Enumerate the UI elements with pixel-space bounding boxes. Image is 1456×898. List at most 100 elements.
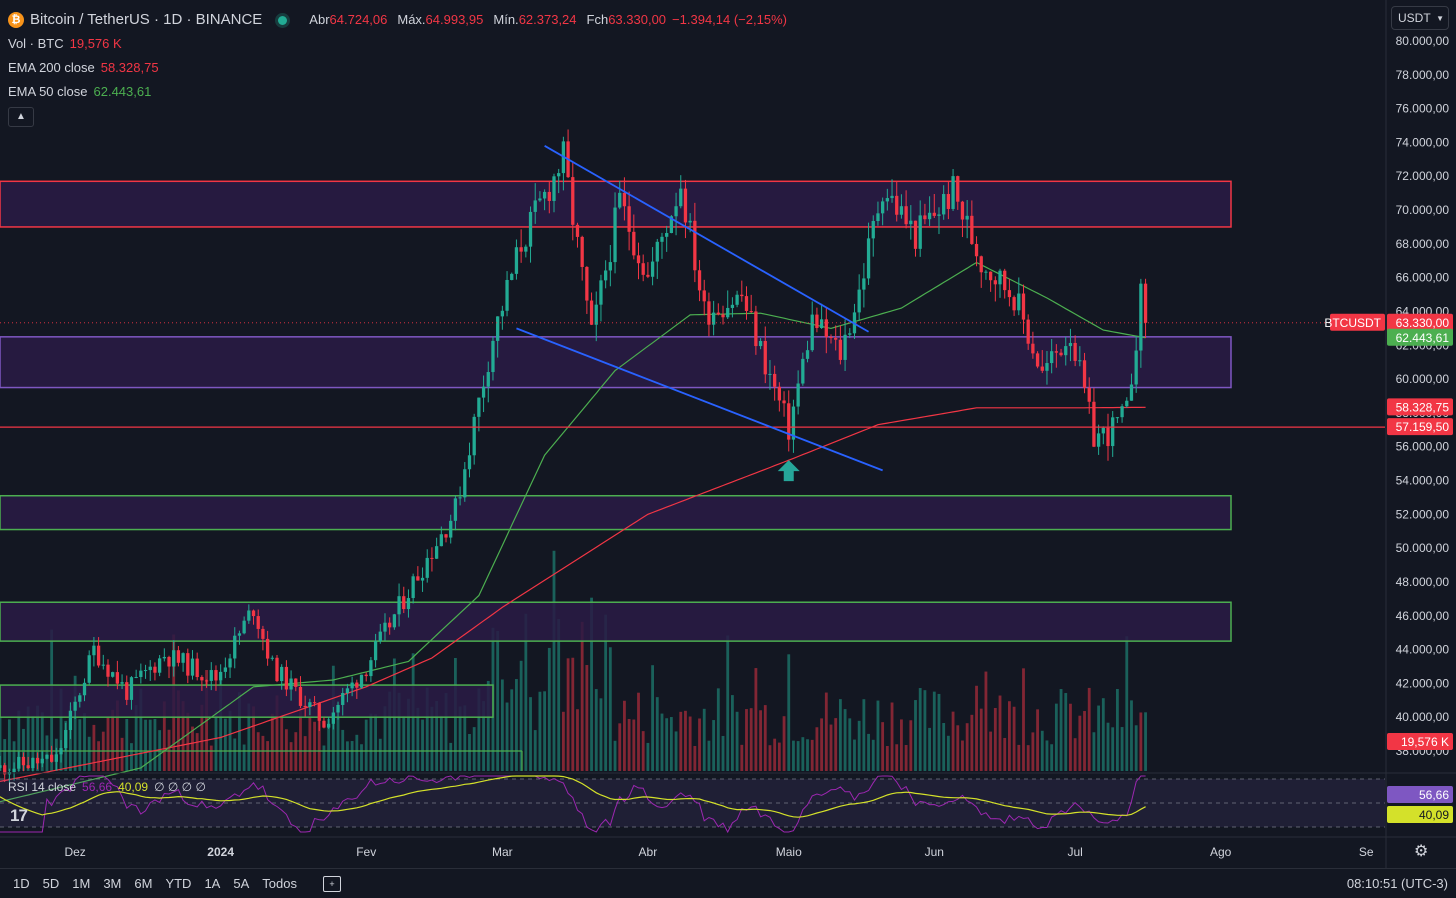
volume-bar bbox=[1111, 727, 1115, 771]
candle-body bbox=[984, 271, 988, 273]
volume-bar bbox=[951, 711, 955, 771]
rsi-legend[interactable]: RSI 14 close 56,66 40,09 ∅ ∅ ∅ ∅ bbox=[8, 780, 206, 794]
volume-bar bbox=[1115, 689, 1119, 771]
time-tick-label: 2024 bbox=[207, 845, 234, 859]
candle-body bbox=[148, 666, 152, 671]
low-label: Mín. bbox=[493, 12, 519, 27]
range-5d[interactable]: 5D bbox=[42, 876, 60, 891]
support-tag: 57.159,50 bbox=[1396, 420, 1450, 434]
range-5a[interactable]: 5A bbox=[233, 876, 250, 891]
volume-bar bbox=[162, 701, 166, 771]
symbol-tag: BTCUSDT bbox=[1324, 316, 1381, 330]
date-range-icon[interactable]: + bbox=[322, 875, 341, 892]
volume-legend[interactable]: Vol · BTC 19,576 K bbox=[8, 32, 787, 56]
candle-body bbox=[716, 312, 720, 315]
candle-body bbox=[838, 339, 843, 360]
ema50-legend[interactable]: EMA 50 close 62.443,61 bbox=[8, 80, 787, 104]
candle-body bbox=[514, 247, 519, 274]
candle-body bbox=[1064, 346, 1068, 356]
candle-body bbox=[181, 653, 185, 663]
candle-body bbox=[932, 212, 936, 216]
currency-selector[interactable]: USDT ▼ bbox=[1391, 6, 1449, 30]
volume-bar bbox=[252, 706, 255, 771]
candle-body bbox=[129, 677, 134, 700]
candle-body bbox=[1078, 360, 1082, 362]
volume-bar bbox=[857, 720, 861, 771]
clock[interactable]: 08:10:51 (UTC-3) bbox=[1346, 876, 1448, 891]
volume-bars bbox=[0, 550, 1147, 771]
volume-bar bbox=[543, 691, 547, 771]
range-1m[interactable]: 1M bbox=[72, 876, 91, 891]
volume-bar bbox=[768, 745, 772, 771]
volume-bar bbox=[1022, 668, 1025, 771]
range-todos[interactable]: Todos bbox=[262, 876, 297, 891]
volume-bar bbox=[843, 709, 847, 771]
candle-body bbox=[1101, 427, 1105, 434]
volume-bar bbox=[1026, 745, 1030, 771]
volume-bar bbox=[1017, 744, 1021, 771]
range-1a[interactable]: 1A bbox=[204, 876, 221, 891]
candle-body bbox=[524, 246, 528, 252]
candle-body bbox=[275, 657, 279, 682]
tradingview-logo[interactable]: 17 bbox=[10, 806, 28, 825]
candle-body bbox=[819, 319, 824, 329]
close-label: Fch bbox=[586, 12, 609, 27]
candle-body bbox=[547, 191, 551, 201]
candle-body bbox=[96, 645, 101, 666]
candle-body bbox=[805, 350, 810, 359]
candle-body bbox=[477, 397, 481, 417]
volume-bar bbox=[12, 741, 16, 771]
range-ytd[interactable]: YTD bbox=[165, 876, 192, 891]
volume-bar bbox=[458, 706, 462, 771]
range-3m[interactable]: 3M bbox=[103, 876, 122, 891]
volume-bar bbox=[890, 702, 894, 771]
candle-body bbox=[585, 266, 589, 301]
candle-body bbox=[782, 400, 786, 404]
candle-body bbox=[430, 557, 434, 559]
volume-bar bbox=[646, 742, 650, 771]
price-tick-label: 52.000,00 bbox=[1396, 507, 1450, 521]
candle-body bbox=[265, 638, 270, 659]
volume-bar bbox=[482, 701, 485, 771]
symbol-title[interactable]: Bitcoin / TetherUS · 1D · BINANCE bbox=[30, 11, 263, 28]
candle-body bbox=[951, 176, 955, 209]
volume-bar bbox=[463, 705, 467, 771]
volume-bar bbox=[1073, 738, 1077, 771]
price-chart[interactable]: 80.000,00 78.000,00 76.000,00 74.000,00 72.0… bbox=[0, 0, 1456, 868]
volume-bar bbox=[1007, 701, 1011, 771]
range-1d[interactable]: 1D bbox=[13, 876, 30, 891]
candle-body bbox=[937, 214, 941, 216]
candle-body bbox=[580, 236, 584, 267]
volume-bar bbox=[383, 706, 387, 771]
volume-bar bbox=[561, 711, 565, 771]
volume-bar bbox=[618, 723, 622, 771]
candle-body bbox=[294, 678, 298, 687]
range-6m[interactable]: 6M bbox=[134, 876, 153, 891]
volume-bar bbox=[120, 737, 124, 771]
candle-body bbox=[613, 207, 617, 263]
volume-bar bbox=[369, 713, 373, 771]
volume-bar bbox=[1031, 732, 1035, 771]
candle-body bbox=[721, 314, 725, 318]
candle-body bbox=[200, 677, 204, 681]
time-tick-label: Maio bbox=[776, 845, 802, 859]
collapse-legend-button[interactable]: ▲ bbox=[8, 107, 34, 127]
candle-body bbox=[810, 314, 814, 351]
candles bbox=[0, 129, 1148, 783]
candle-body bbox=[45, 754, 49, 759]
volume-bar bbox=[829, 724, 833, 771]
candle-body bbox=[289, 678, 293, 690]
candle-body bbox=[355, 682, 359, 688]
volume-bar bbox=[0, 716, 2, 771]
volume-bar bbox=[787, 654, 791, 771]
settings-gear-icon[interactable]: ⚙ bbox=[1414, 843, 1429, 860]
volume-bar bbox=[806, 739, 809, 771]
volume-bar bbox=[1045, 740, 1049, 771]
volume-bar bbox=[796, 741, 800, 771]
ema200-legend[interactable]: EMA 200 close 58.328,75 bbox=[8, 56, 787, 80]
candle-body bbox=[1040, 366, 1044, 371]
volume-bar bbox=[876, 700, 880, 771]
volume-bar bbox=[792, 740, 795, 771]
candle-body bbox=[683, 188, 688, 223]
candle-body bbox=[195, 658, 199, 678]
